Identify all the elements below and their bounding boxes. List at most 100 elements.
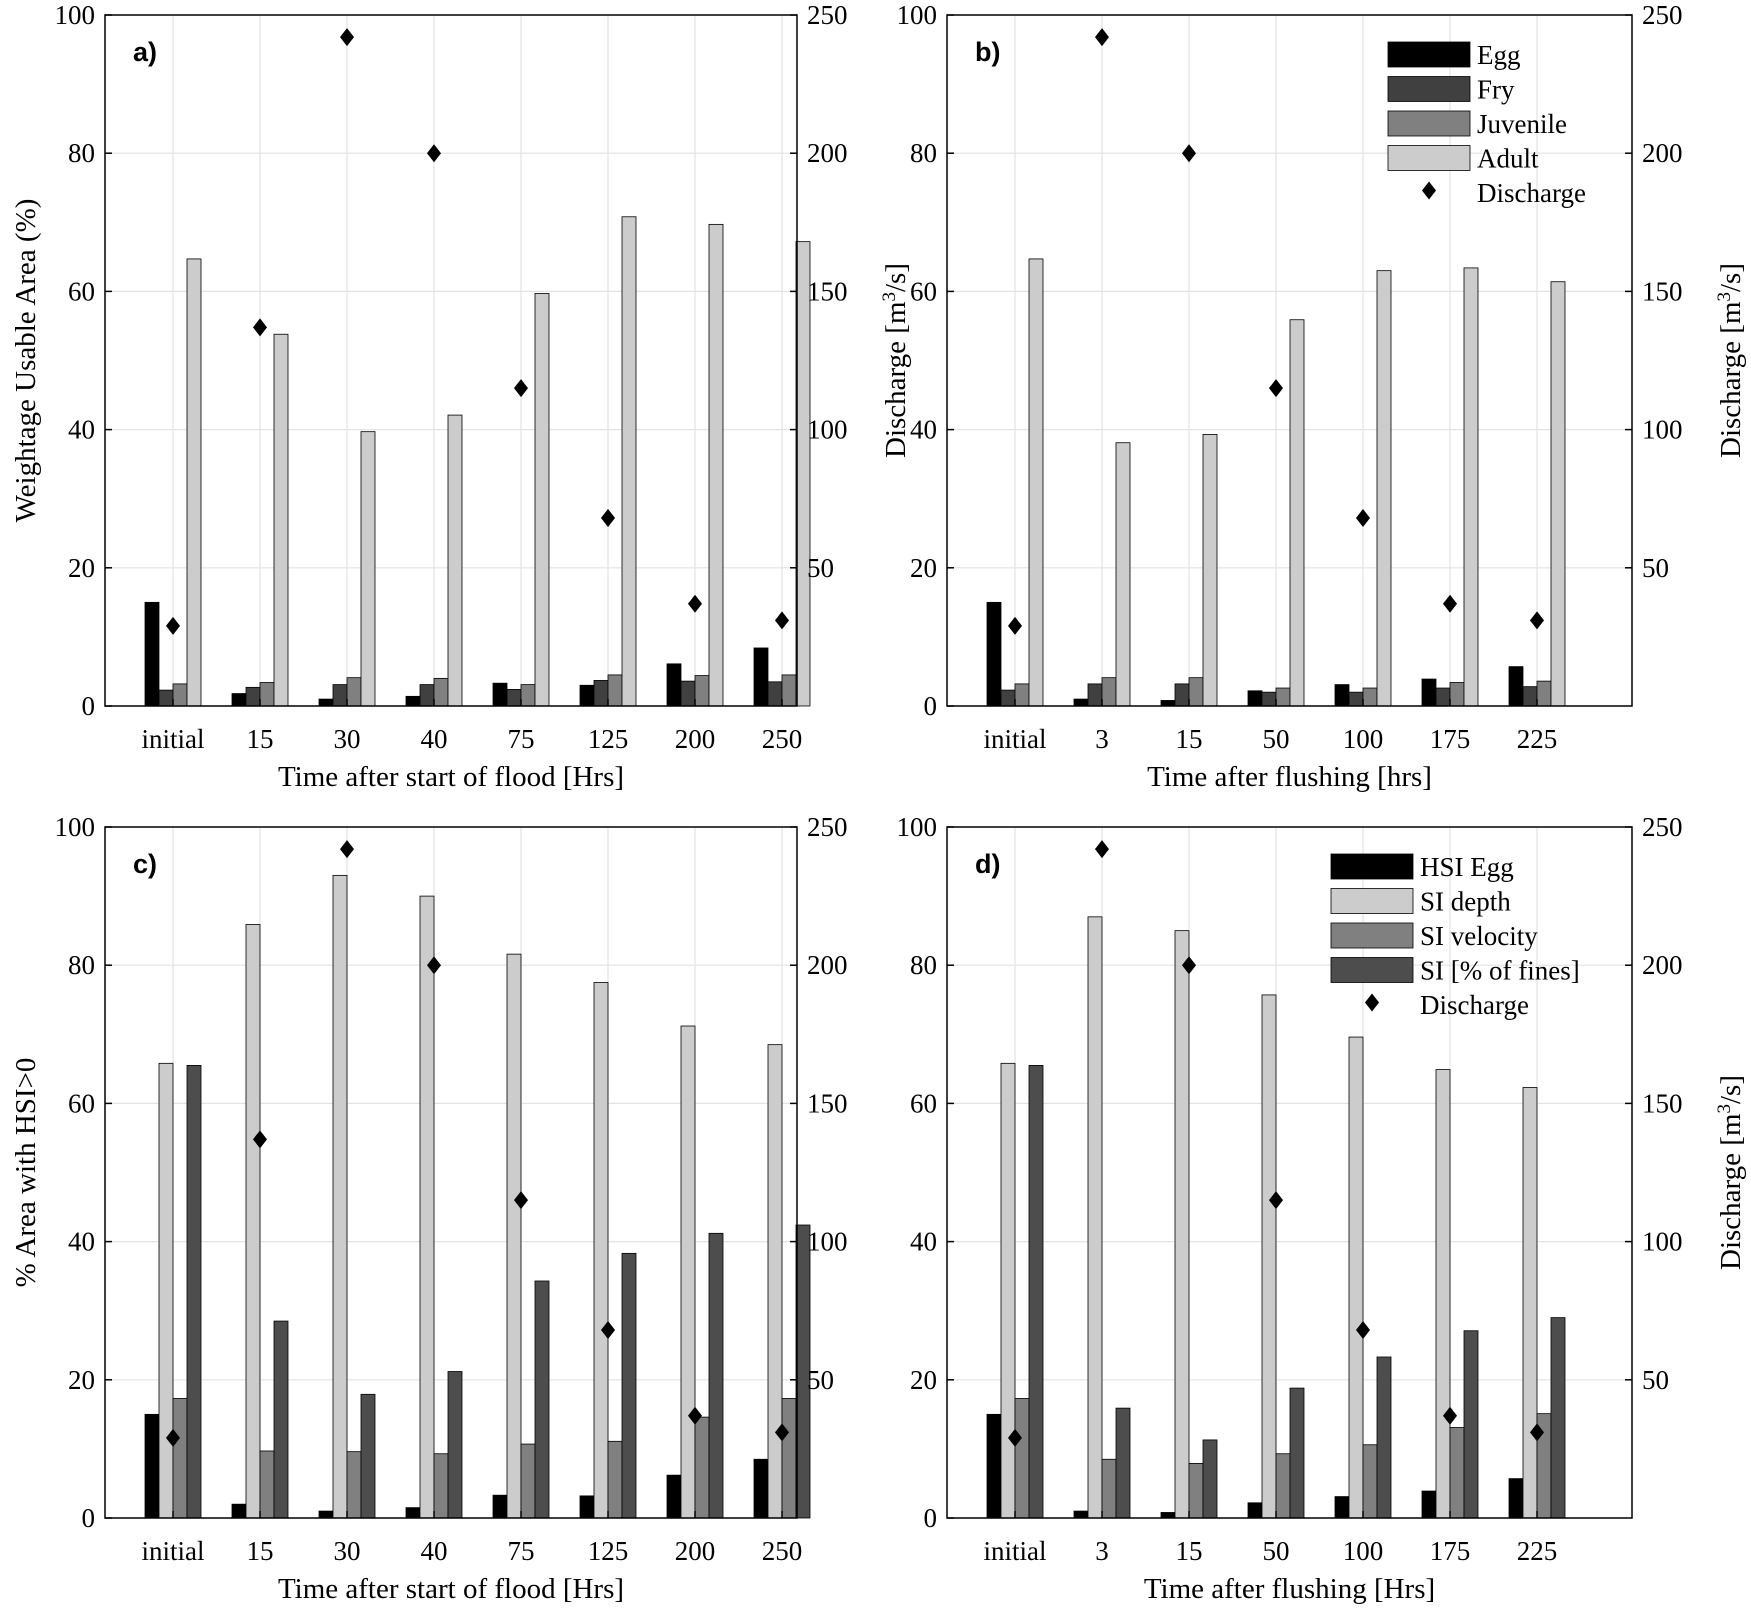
discharge-point-175	[1442, 594, 1458, 613]
legend-marker-discharge	[1364, 993, 1380, 1012]
bar-adult-225	[1550, 281, 1566, 707]
y2-tick-label: 100	[1642, 415, 1683, 445]
bar-fry-250	[767, 681, 783, 707]
bar-si-depth-15	[1174, 930, 1190, 1519]
x-tick-label: initial	[984, 724, 1047, 754]
discharge-point-75	[513, 379, 529, 398]
bar-adult-initial	[1028, 258, 1044, 707]
discharge-point-50	[1268, 1191, 1284, 1210]
y-tick-label: 80	[68, 138, 95, 168]
bar-juvenile-15	[1188, 677, 1204, 707]
bar-fry-50	[1261, 691, 1277, 707]
bar-si-of-fines-200	[708, 1232, 724, 1519]
bar-si-depth-200	[680, 1025, 696, 1519]
discharge-point-100	[1355, 1321, 1371, 1340]
bar-hsi-egg-200	[666, 1474, 682, 1519]
bar-adult-100	[1376, 270, 1392, 707]
bar-fry-75	[506, 689, 522, 707]
discharge-point-15	[252, 1130, 268, 1149]
bar-egg-initial	[986, 601, 1002, 707]
y2-tick-label: 250	[807, 0, 848, 30]
bar-fry-30	[332, 684, 348, 707]
bar-si-velocity-175	[1449, 1427, 1465, 1519]
discharge-point-75	[513, 1191, 529, 1210]
legend-label-fry: Fry	[1477, 75, 1515, 105]
x-tick-label: 15	[1176, 724, 1203, 754]
x-tick-label: 3	[1095, 1536, 1109, 1566]
x-tick-label: 200	[675, 1536, 716, 1566]
bar-si-velocity-75	[520, 1443, 536, 1519]
bar-si-of-fines-75	[534, 1280, 550, 1519]
y2-tick-label: 200	[807, 950, 848, 980]
y2-tick-label: 50	[1642, 1365, 1669, 1395]
y2-tick-label: 150	[1642, 1088, 1683, 1118]
discharge-point-225	[1529, 611, 1545, 630]
bar-si-velocity-30	[346, 1451, 362, 1519]
bar-si-velocity-100	[1362, 1444, 1378, 1519]
x-tick-label: 200	[675, 724, 716, 754]
x-tick-label: 125	[588, 1536, 629, 1566]
y2-axis-label: Discharge [m3/s]	[1714, 1075, 1748, 1270]
bar-adult-75	[534, 293, 550, 707]
legend: HSI Egg SI depth SI velocity SI [% of fines…	[1330, 852, 1580, 1020]
bar-hsi-egg-225	[1508, 1478, 1524, 1519]
bar-juvenile-125	[607, 674, 623, 707]
legend-swatch-fry	[1387, 76, 1471, 102]
chart-panel-b: 0 20 40 60 80 100 50 100 150 200 250 initial 3 15 50 10…	[897, 0, 1748, 793]
bar-fry-225	[1522, 686, 1538, 707]
y-tick-label: 60	[910, 276, 937, 306]
bar-fry-200	[680, 680, 696, 707]
bar-egg-200	[666, 663, 682, 707]
y2-axis-label: Discharge [m3/s]	[1714, 263, 1748, 458]
bar-juvenile-30	[346, 677, 362, 707]
discharge-point-175	[1442, 1406, 1458, 1425]
bar-fry-40	[419, 684, 435, 707]
y2-tick-label: 150	[807, 1088, 848, 1118]
bar-si-of-fines-15	[1202, 1439, 1218, 1519]
discharge-point-initial	[165, 1428, 181, 1447]
bar-juvenile-175	[1449, 682, 1465, 707]
x-tick-label: 175	[1430, 1536, 1471, 1566]
bar-egg-50	[1247, 690, 1263, 707]
discharge-point-40	[426, 956, 442, 975]
bar-egg-initial	[144, 601, 160, 707]
discharge-point-50	[1268, 379, 1284, 398]
x-tick-label: 15	[1176, 1536, 1203, 1566]
bar-hsi-egg-initial	[144, 1413, 160, 1519]
x-tick-label: 75	[508, 724, 535, 754]
y-tick-label: 60	[68, 1088, 95, 1118]
bar-si-velocity-initial	[172, 1398, 188, 1519]
panel-label: a)	[133, 37, 157, 67]
x-tick-label: 50	[1263, 1536, 1290, 1566]
bar-si-velocity-15	[1188, 1463, 1204, 1519]
y2-tick-label: 100	[807, 1227, 848, 1257]
bar-si-of-fines-15	[273, 1320, 289, 1519]
bar-fry-175	[1435, 687, 1451, 707]
x-tick-label: 225	[1517, 1536, 1558, 1566]
legend-swatch-juvenile	[1387, 110, 1471, 137]
y-tick-label: 0	[924, 1503, 938, 1533]
bar-hsi-egg-100	[1334, 1496, 1350, 1519]
bar-hsi-egg-40	[405, 1507, 421, 1519]
legend: Egg Fry Juvenile Adult Discharge	[1387, 40, 1586, 208]
bar-hsi-egg-125	[579, 1495, 595, 1519]
x-axis-label: Time after flushing [hrs]	[1147, 761, 1432, 793]
bar-hsi-egg-15	[1160, 1512, 1176, 1519]
x-tick-label: 175	[1430, 724, 1471, 754]
x-tick-label: 125	[588, 724, 629, 754]
discharge-point-30	[339, 840, 355, 859]
y-tick-label: 20	[68, 553, 95, 583]
y-tick-label: 60	[68, 276, 95, 306]
plot-area-frame	[946, 14, 1633, 707]
bar-egg-175	[1421, 678, 1437, 707]
x-tick-label: 40	[421, 724, 448, 754]
discharge-point-initial	[165, 616, 181, 635]
bar-adult-200	[708, 223, 724, 707]
y2-tick-label: 50	[807, 553, 834, 583]
discharge-point-250	[774, 611, 790, 630]
y2-tick-label: 250	[1642, 812, 1683, 842]
y2-tick-label: 100	[807, 415, 848, 445]
legend-label-discharge: Discharge	[1477, 178, 1586, 208]
discharge-point-100	[1355, 509, 1371, 528]
